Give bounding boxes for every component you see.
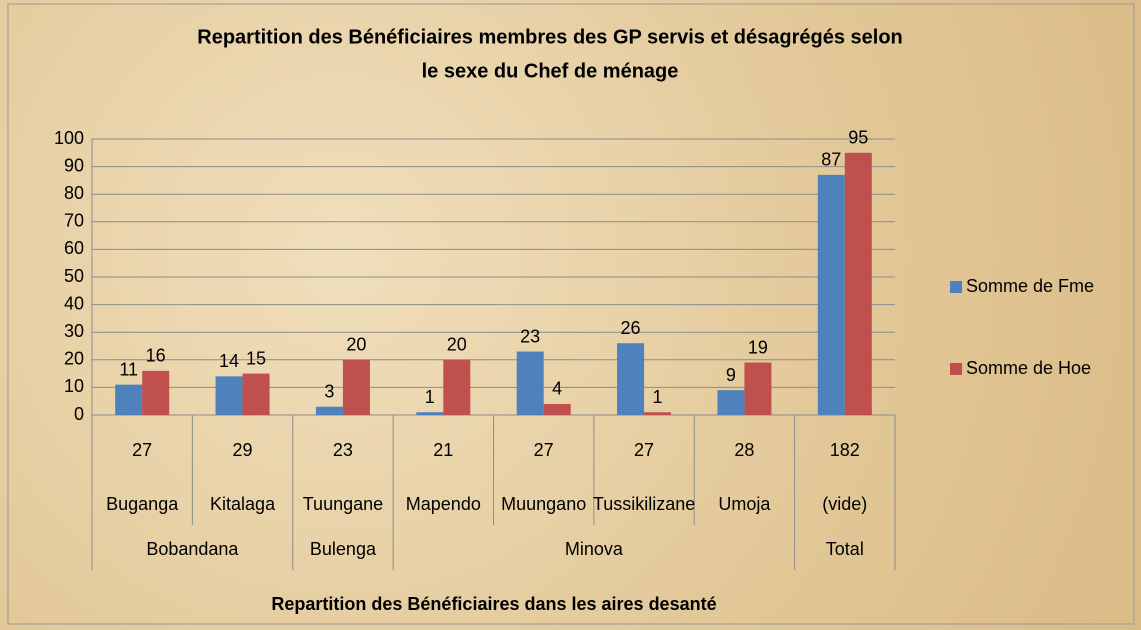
- category-total: 27: [634, 440, 654, 460]
- y-tick-label: 20: [64, 349, 84, 369]
- bar: [142, 370, 170, 415]
- chart-title: le sexe du Chef de ménage: [422, 60, 679, 82]
- category-total: 21: [433, 440, 453, 460]
- bar: [644, 412, 672, 415]
- category-total: 27: [132, 440, 152, 460]
- legend-label: Somme de Fme: [966, 276, 1094, 296]
- data-label: 14: [219, 351, 239, 371]
- x-tick-label: Buganga: [106, 494, 179, 514]
- bar: [443, 359, 471, 415]
- y-tick-label: 60: [64, 238, 84, 258]
- y-tick-label: 0: [74, 404, 84, 424]
- bar: [817, 174, 845, 415]
- y-tick-label: 50: [64, 266, 84, 286]
- bar: [543, 403, 571, 415]
- data-label: 20: [447, 335, 467, 355]
- group-label: Bobandana: [146, 539, 239, 559]
- x-tick-label: Muungano: [501, 494, 586, 514]
- bar: [416, 412, 444, 415]
- group-label: Minova: [565, 539, 624, 559]
- frame: [7, 3, 1135, 625]
- data-label: 95: [848, 128, 868, 148]
- y-tick-label: 10: [64, 376, 84, 396]
- bar: [315, 406, 343, 415]
- data-label: 15: [246, 348, 266, 368]
- bar: [844, 152, 872, 416]
- data-label: 16: [146, 346, 166, 366]
- group-label: Bulenga: [310, 539, 377, 559]
- data-label: 9: [726, 365, 736, 385]
- data-label: 11: [119, 359, 138, 379]
- category-total: 28: [734, 440, 754, 460]
- x-tick-label: Mapendo: [406, 494, 481, 514]
- bar: [717, 390, 745, 415]
- data-label: 19: [748, 337, 768, 357]
- bar: [617, 343, 645, 415]
- data-label: 20: [346, 335, 366, 355]
- category-total: 29: [233, 440, 253, 460]
- data-label: 23: [520, 326, 540, 346]
- category-total: 23: [333, 440, 353, 460]
- x-axis-title: Repartition des Bénéficiaires dans les a…: [271, 594, 716, 614]
- x-tick-label: Tussikilizane: [593, 494, 695, 514]
- y-tick-label: 70: [64, 211, 84, 231]
- chart-title: Repartition des Bénéficiaires membres de…: [197, 26, 903, 48]
- data-label: 87: [821, 150, 841, 170]
- legend-swatch: [950, 363, 962, 375]
- legend-swatch: [950, 281, 962, 293]
- data-label: 3: [324, 381, 334, 401]
- bar: [115, 384, 143, 415]
- x-tick-label: (vide): [822, 494, 867, 514]
- bar: [242, 373, 270, 415]
- bar: [342, 359, 370, 415]
- x-tick-label: Umoja: [718, 494, 771, 514]
- group-label: Total: [826, 539, 864, 559]
- data-label: 1: [425, 387, 435, 407]
- bar: [215, 376, 243, 415]
- data-label: 1: [653, 387, 663, 407]
- category-total: 27: [534, 440, 554, 460]
- category-total: 182: [830, 440, 860, 460]
- y-tick-label: 30: [64, 321, 84, 341]
- x-tick-label: Tuungane: [303, 494, 383, 514]
- data-label: 26: [621, 318, 641, 338]
- bar: [516, 351, 544, 415]
- y-tick-label: 100: [54, 128, 84, 148]
- y-tick-label: 90: [64, 155, 84, 175]
- y-tick-label: 80: [64, 183, 84, 203]
- data-label: 4: [552, 379, 562, 399]
- x-tick-label: Kitalaga: [210, 494, 276, 514]
- y-tick-label: 40: [64, 293, 84, 313]
- bar: [744, 362, 772, 415]
- legend-label: Somme de Hoe: [966, 358, 1091, 378]
